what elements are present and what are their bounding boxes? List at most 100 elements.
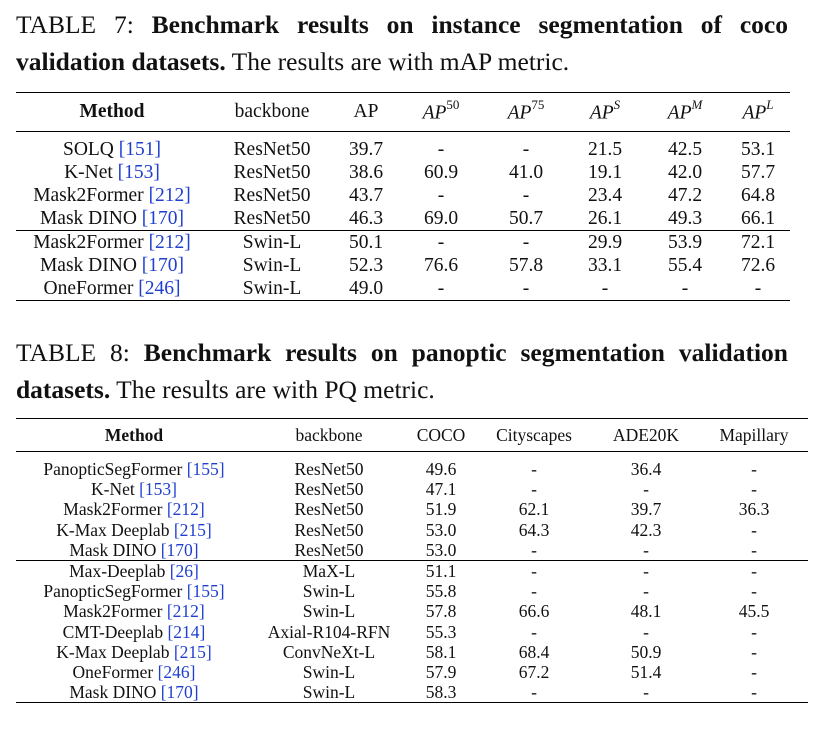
table-row: Mask DINO [170] ResNet50 53.0 - - - (16, 540, 808, 561)
aps-cell: 26.1 (587, 208, 623, 229)
backbone-cell: ResNet50 (233, 185, 311, 206)
table-row: SOLQ [151] ResNet50 39.7 - - 21.5 42.5 53.1 (16, 138, 790, 161)
backbone-cell: ResNet50 (294, 499, 364, 520)
citation-link[interactable]: [214] (167, 621, 206, 642)
method-cell: Mask DINO [170] (16, 207, 208, 231)
ade20k-cell: 39.7 (630, 499, 662, 520)
table-row: K-Net [153] ResNet50 47.1 - - - (16, 479, 808, 499)
mapillary-cell: - (700, 682, 808, 704)
citation-link[interactable]: [153] (139, 479, 177, 500)
citation-link[interactable]: [215] (173, 519, 212, 540)
cityscapes-cell: - (476, 560, 592, 582)
cityscapes-cell: 62.1 (518, 499, 550, 520)
citation-link[interactable]: [155] (186, 459, 225, 479)
apm-cell: 42.0 (667, 162, 703, 183)
method-name: Mask2Former (33, 185, 144, 206)
method-name: Mask2Former (63, 499, 163, 520)
coco-cell: 57.8 (425, 601, 457, 622)
table8-caption-rest: The results are with PQ metric. (110, 375, 435, 404)
citation-link[interactable]: [153] (117, 162, 160, 183)
col-header-ap50: AP50 (396, 92, 486, 132)
table7-caption: TABLE 7: Benchmark results on instance s… (16, 6, 788, 80)
method-cell: K-Net [153] (16, 479, 252, 499)
ade20k-cell: - (643, 621, 649, 642)
table8: Method backbone COCO Cityscapes ADE20K M… (16, 418, 808, 704)
citation-link[interactable]: [246] (138, 278, 181, 299)
col-header-ade20k: ADE20K (592, 418, 700, 452)
apl-cell: - (726, 277, 790, 301)
apm-cell: 49.3 (667, 208, 703, 229)
col-header-aps: APS (566, 92, 644, 132)
citation-link[interactable]: [212] (148, 185, 191, 206)
method-name: K-Net (90, 479, 135, 500)
method-cell: PanopticSegFormer [155] (16, 581, 252, 601)
mapillary-cell: - (751, 621, 757, 642)
citation-link[interactable]: [212] (148, 232, 191, 253)
table-row: PanopticSegFormer [155] ResNet50 49.6 - 36.4… (16, 459, 808, 479)
ap-cell: 49.0 (336, 277, 396, 301)
mapillary-cell: - (751, 479, 757, 500)
table-row: CMT-Deeplab [214] Axial-R104-RFN 55.3 - - - (16, 622, 808, 642)
aps-cell: 19.1 (587, 162, 623, 183)
method-cell: K-Max Deeplab [215] (16, 642, 252, 662)
ap50-cell: 76.6 (423, 255, 459, 276)
mapillary-cell: - (700, 560, 808, 582)
apm-cell: 53.9 (644, 230, 726, 254)
method-cell: Mask2Former [212] (16, 230, 208, 254)
ade20k-cell: 50.9 (630, 641, 662, 662)
citation-link[interactable]: [26] (169, 561, 199, 582)
coco-cell: 51.9 (425, 499, 457, 520)
ap-cell: 43.7 (348, 185, 384, 206)
table8-caption: TABLE 8: Benchmark results on panoptic s… (16, 334, 788, 408)
ap50-cell: - (437, 139, 445, 160)
citation-link[interactable]: [170] (141, 208, 185, 229)
cityscapes-cell: 64.3 (518, 519, 550, 540)
citation-link[interactable]: [246] (157, 662, 196, 683)
method-name: CMT-Deeplab (62, 621, 164, 642)
coco-cell: 53.0 (425, 539, 457, 560)
ap75-cell: 50.7 (508, 208, 544, 229)
table-row: OneFormer [246] Swin-L 49.0- - - - - (16, 277, 790, 301)
apm-cell: 47.2 (667, 185, 703, 206)
ap-cell: 46.3 (348, 208, 384, 229)
mapillary-cell: - (751, 459, 757, 479)
ade20k-cell: - (643, 479, 649, 500)
coco-cell: 53.0 (425, 519, 457, 540)
citation-link[interactable]: [170] (141, 255, 185, 276)
citation-link[interactable]: [212] (166, 601, 205, 622)
mapillary-cell: - (751, 519, 757, 540)
citation-link[interactable]: [151] (118, 139, 162, 160)
method-name: SOLQ (62, 139, 114, 160)
ap75-cell: - (522, 185, 530, 206)
ap50-cell: 69.0 (423, 208, 459, 229)
citation-link[interactable]: [155] (186, 581, 225, 602)
backbone-cell: Swin-L (208, 277, 336, 301)
table-row: Mask2Former [212] Swin-L 50.1- -29.9 53.9 72.… (16, 230, 790, 254)
coco-cell: 47.1 (425, 479, 457, 500)
method-name: PanopticSegFormer (43, 581, 183, 602)
col-header-ap: AP (336, 92, 396, 132)
method-name: K-Max Deeplab (56, 519, 170, 540)
table7-caption-title: Benchmark results on instance segmentati… (16, 10, 789, 76)
mapillary-cell: - (751, 539, 757, 560)
ap75-cell: - (486, 230, 566, 254)
backbone-cell: ConvNeXt-L (282, 641, 376, 662)
ade20k-cell: - (592, 560, 700, 582)
citation-link[interactable]: [170] (160, 682, 199, 703)
citation-link[interactable]: [212] (166, 499, 205, 520)
ap75-cell: - (522, 139, 530, 160)
table8-header-row: Method backbone COCO Cityscapes ADE20K M… (16, 418, 808, 452)
method-name: PanopticSegFormer (43, 459, 183, 479)
apl-cell: 64.8 (740, 185, 776, 206)
backbone-cell: Swin-L (242, 255, 302, 276)
col-header-coco: COCO (406, 418, 476, 452)
backbone-cell: ResNet50 (233, 208, 311, 229)
citation-link[interactable]: [215] (173, 641, 212, 662)
aps-cell: 33.1 (587, 255, 623, 276)
backbone-cell: Axial-R104-RFN (267, 621, 391, 642)
method-cell: OneFormer [246] (16, 277, 208, 301)
method-name: OneFormer (43, 278, 134, 299)
ade20k-cell: 42.3 (630, 519, 662, 540)
method-name: Mask DINO (69, 682, 157, 703)
citation-link[interactable]: [170] (160, 539, 199, 560)
